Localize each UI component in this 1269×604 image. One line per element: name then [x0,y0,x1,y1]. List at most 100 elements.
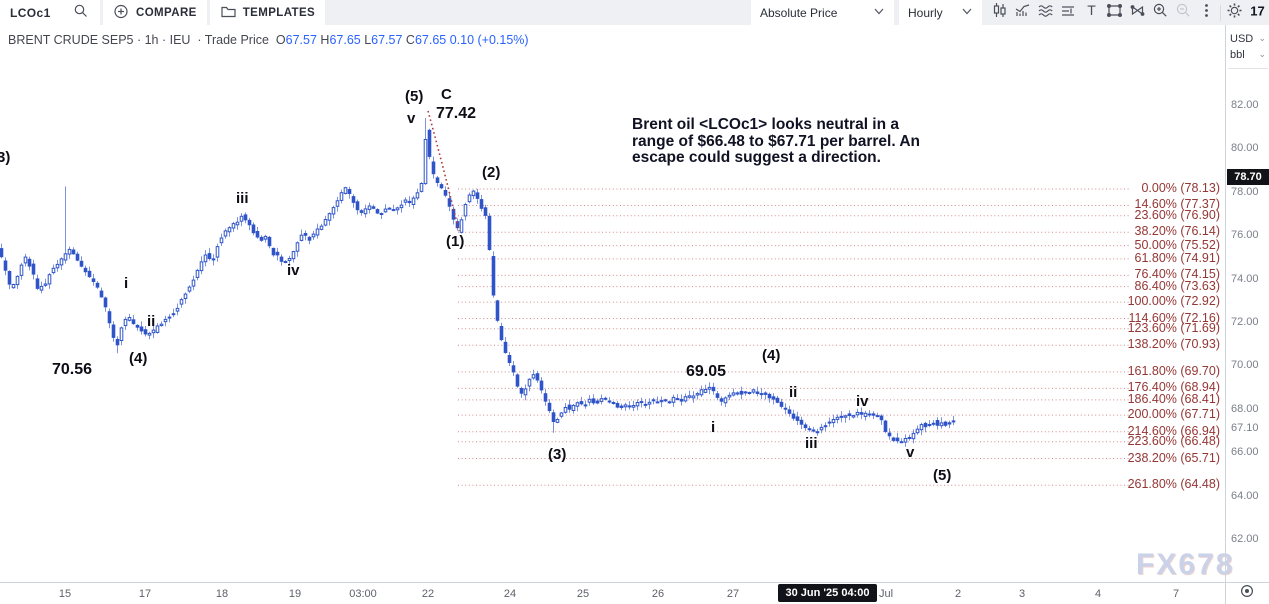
wave-label: i [711,419,716,436]
chevron-down-icon [873,5,885,20]
settings-icon [1226,2,1243,24]
fib-level-label: 161.80% (69.70) [1127,363,1220,378]
fib-level-label: 200.00% (67.71) [1127,407,1220,422]
toolbar-right-group: Absolute Price Hourly T 17 [746,0,1269,25]
top-toolbar: LCOc1 COMPARE TEMPLATES Absolute Price H… [0,0,1269,25]
wave-label: 77.42 [436,105,477,122]
settings-icon-button[interactable] [1223,0,1246,25]
price-axis-label: 67.10 [1231,422,1259,435]
unit-select[interactable]: bbl ⌄ [1228,47,1268,63]
price-axis-label: 76.00 [1231,229,1259,242]
price-axis-label: 62.00 [1231,533,1259,546]
legend-part: C [405,33,415,47]
polygon-icon [1129,2,1146,24]
price-axis-label: 74.00 [1231,272,1259,285]
target-icon [1239,583,1256,604]
plus-circle-icon [113,3,130,23]
wave-label: C [441,86,452,103]
time-axis[interactable]: 30 Jun '25 04:00 15 17 18 19 03:00 22 24 25 26 27… [0,582,1269,604]
fib-level-label: 38.20% (76.14) [1134,224,1220,239]
annotation-line: range of $66.48 to $67.71 per barrel. An [632,132,921,150]
time-axis-label: 2 [954,588,962,600]
unit-value: bbl [1230,49,1245,61]
more-icon-button[interactable] [1195,0,1218,25]
price-scale-value: Absolute Price [760,5,838,20]
wave-label: (4) [762,347,781,364]
fib-level-label: 261.80% (64.48) [1127,477,1220,492]
chart-watermark: FX678 [1136,548,1235,581]
price-scale-select[interactable]: Absolute Price [751,0,894,25]
indicators-icon-button[interactable] [1011,0,1034,25]
price-chart-pane[interactable]: Brent oil <LCOc1> looks neutral in a rang… [0,25,1225,582]
time-axis-label: 19 [288,588,302,600]
fib-level-label: 23.60% (76.90) [1134,207,1220,222]
chevron-down-icon: ⌄ [1258,49,1266,59]
templates-button[interactable]: TEMPLATES [209,0,326,25]
wave-label: 70.56 [52,361,93,378]
legend-part: 0.10 (+0.15%) [449,33,529,47]
zoom-in-icon-button[interactable] [1149,0,1172,25]
currency-select[interactable]: USD ⌄ [1228,31,1268,47]
fib-level-label: 86.40% (73.63) [1134,278,1220,293]
fib-level-label: 138.20% (70.93) [1127,337,1220,352]
waves-icon [1037,2,1054,24]
symbol-search-input[interactable]: LCOc1 [0,0,100,25]
candlestick-style-icon-button[interactable] [988,0,1011,25]
price-axis-label: 78.00 [1231,185,1259,198]
time-axis-label: Jul [878,588,894,600]
wave-label: (1) [446,233,465,250]
waves-icon-button[interactable] [1034,0,1057,25]
time-axis-label: 25 [576,588,590,600]
time-axis-label: 26 [651,588,665,600]
zoom-out-icon-button[interactable] [1172,0,1195,25]
levels-icon [1060,2,1077,24]
fib-level-label: 214.60% (66.94) [1127,423,1220,438]
chart-legend: BRENT CRUDE SEP5 · 1h · IEU · Trade Pric… [8,33,529,47]
fib-level-label: 186.40% (68.41) [1127,391,1220,406]
text-tool-icon-button[interactable]: T [1080,0,1103,25]
search-icon [73,3,90,23]
fib-level-label: 176.40% (68.94) [1127,380,1220,395]
fib-level-label: 123.60% (71.69) [1127,320,1220,335]
compare-button[interactable]: COMPARE [103,0,207,25]
price-axis-label: 70.00 [1231,359,1259,372]
compare-label: COMPARE [136,6,197,19]
polygon-icon-button[interactable] [1126,0,1149,25]
zoom-in-icon [1152,2,1169,24]
fib-level-label: 0.00% (78.13) [1141,181,1220,195]
legend-part: 67.57 [285,33,321,47]
legend-part: BRENT CRUDE SEP5 · 1h · IEU · Trade Pric… [8,33,276,47]
time-axis-label: 17 [138,588,152,600]
wave-label: v [407,110,416,127]
time-axis-label: 4 [1094,588,1102,600]
wave-label: i [124,275,129,292]
candlestick-canvas[interactable] [0,25,1225,582]
price-axis-label: 64.00 [1231,489,1259,502]
folder-icon [220,3,237,23]
wave-label: (3) [548,446,567,463]
levels-icon-button[interactable] [1057,0,1080,25]
chevron-down-icon: ⌄ [1258,33,1266,43]
wave-label: (5) [933,467,952,484]
svg-text:T: T [1087,2,1096,18]
price-axis-label: 80.00 [1231,142,1259,155]
svg-text:17: 17 [1250,3,1264,18]
axis-unit-box: USD ⌄ bbl ⌄ [1228,31,1268,69]
tradingview-logo-icon-button[interactable]: 17 [1246,0,1269,25]
wave-label: (4) [129,350,148,367]
price-axis-label: 82.00 [1231,99,1259,112]
time-axis-label: 15 [58,588,72,600]
time-axis-label: 27 [726,588,740,600]
currency-value: USD [1230,33,1254,45]
rect-select-icon-button[interactable] [1103,0,1126,25]
interval-value: Hourly [908,5,943,20]
price-axis[interactable]: USD ⌄ bbl ⌄ 78.70 82.00 80.00 78.00 76.00 74… [1225,25,1269,582]
timezone-corner-button[interactable] [1225,583,1269,604]
text-tool-icon: T [1083,2,1100,24]
price-axis-label: 68.00 [1231,402,1259,415]
time-axis-label: 7 [1172,588,1180,600]
annotation-line: Brent oil <LCOc1> looks neutral in a [632,116,900,133]
price-axis-label: 66.00 [1231,446,1259,459]
interval-select[interactable]: Hourly [899,0,982,25]
